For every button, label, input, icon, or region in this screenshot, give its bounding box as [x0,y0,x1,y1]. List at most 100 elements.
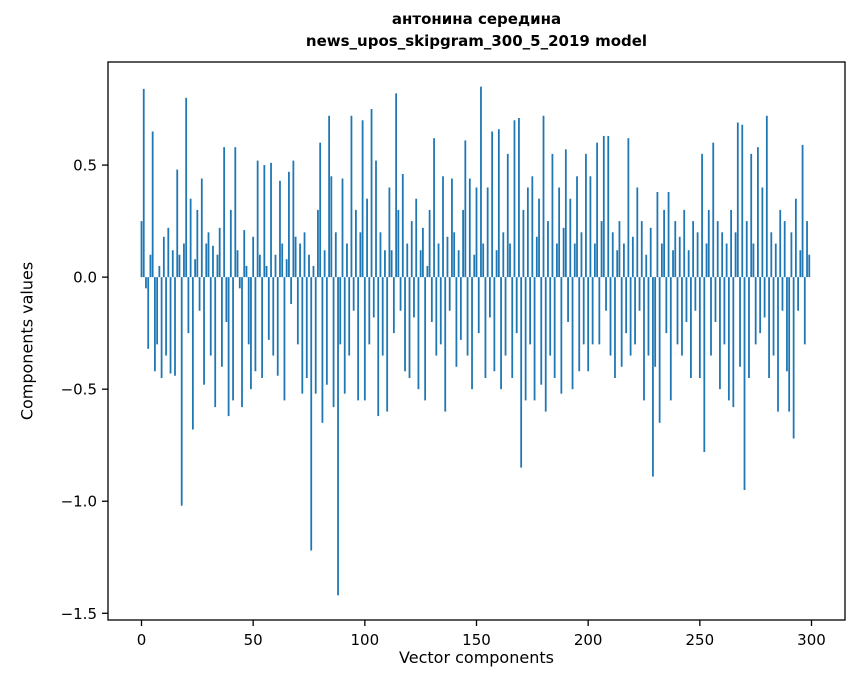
bar [696,232,699,278]
bar [448,277,451,311]
bar [279,180,281,278]
bar [288,171,290,278]
bar [801,144,804,278]
bar [636,187,639,278]
bar [660,243,663,278]
bar [748,277,750,378]
bar [283,277,286,401]
bar [569,198,572,278]
bar [408,277,411,378]
bar [614,277,616,378]
chart-title-line2: news_upos_skipgram_300_5_2019 model [305,32,648,50]
bar [368,277,371,345]
bar [254,277,257,372]
bar [634,277,636,345]
bar [723,277,726,345]
bar [221,277,223,367]
bar [652,277,654,477]
bar [582,277,585,345]
bar [446,236,449,278]
bar [308,254,310,278]
x-tick-label: 150 [462,631,491,649]
bar [623,243,625,278]
bar [629,277,632,356]
bar [763,277,766,318]
bar [792,277,795,439]
x-tick-label: 250 [686,631,715,649]
bar [576,176,578,278]
bar [741,124,744,278]
bar [475,187,478,278]
bar [692,221,695,278]
bar [676,277,679,345]
bar [649,227,652,278]
bar [526,187,529,278]
bar [562,227,565,278]
bar [777,277,779,412]
bar [299,243,301,278]
bar [167,227,170,278]
bar [209,277,212,356]
bar [547,221,549,278]
bar [328,115,330,278]
bar [770,232,773,278]
bar [593,243,596,278]
bar [471,277,473,390]
bar [580,232,583,278]
bar [687,250,690,278]
bar [424,277,427,401]
bar [296,277,299,345]
bar [243,230,246,278]
bar [140,221,143,278]
bar [451,178,453,278]
bar [504,277,507,356]
bar [772,277,775,356]
bar [238,277,241,289]
bar [468,178,471,278]
bar [444,277,447,412]
bar [413,277,415,318]
bar [323,250,326,278]
bar [375,160,377,278]
x-tick-label: 0 [137,631,147,649]
bar [774,243,777,278]
bar [352,277,355,311]
bar [223,147,226,278]
bar [258,254,261,278]
bar [191,277,194,430]
bar [489,277,491,318]
bar [714,277,717,322]
bar [609,277,612,356]
bar [245,265,248,278]
bar [154,277,156,372]
bar [620,277,623,367]
bar [556,243,558,278]
bar [761,187,764,278]
bar [703,277,706,452]
bar [149,254,152,278]
bar [500,277,502,390]
bar [366,198,368,278]
bar [433,138,435,278]
bar [522,209,525,278]
bar [654,277,657,367]
bar [531,176,534,278]
x-tick-label: 300 [797,631,826,649]
bar [319,142,322,278]
bar [357,277,360,401]
bar [518,118,520,278]
bar [672,250,674,278]
bar [730,209,732,278]
bar [234,147,237,278]
bar [406,243,409,278]
bar [497,129,500,278]
chart-title: антонина середина news_upos_skipgram_300… [108,8,845,52]
bar [602,135,605,278]
bar [194,259,196,278]
bar [214,277,217,408]
bar [495,250,498,278]
x-tick-label: 200 [574,631,603,649]
bar [350,115,353,278]
bar [605,277,607,311]
bar [797,277,799,311]
